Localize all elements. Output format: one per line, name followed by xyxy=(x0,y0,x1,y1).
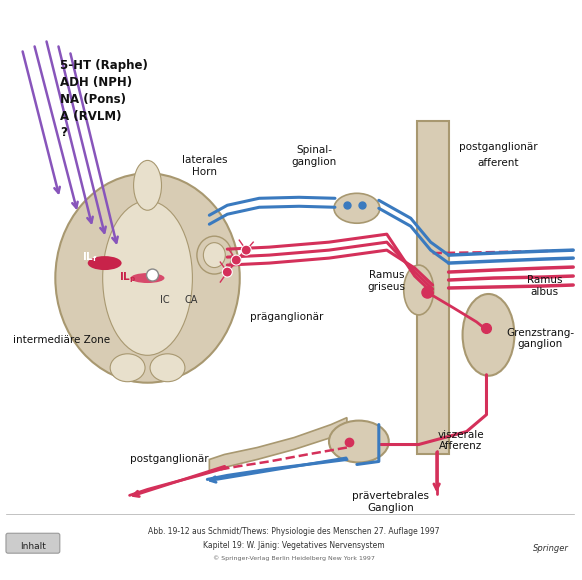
Circle shape xyxy=(222,267,232,277)
Ellipse shape xyxy=(329,420,389,462)
Text: präganglionär: präganglionär xyxy=(250,312,324,322)
Circle shape xyxy=(242,245,251,255)
Ellipse shape xyxy=(134,161,161,210)
Text: IC: IC xyxy=(159,295,169,305)
Text: © Springer-Verlag Berlin Heidelberg New York 1997: © Springer-Verlag Berlin Heidelberg New … xyxy=(213,555,375,561)
Text: A (RVLM): A (RVLM) xyxy=(60,110,121,122)
Text: viszerale
Afferenz: viszerale Afferenz xyxy=(437,430,484,451)
Text: afferent: afferent xyxy=(478,158,519,168)
FancyBboxPatch shape xyxy=(6,533,60,553)
Circle shape xyxy=(231,255,242,265)
Text: Spinal-
ganglion: Spinal- ganglion xyxy=(292,146,336,167)
Text: ?: ? xyxy=(60,126,67,139)
Ellipse shape xyxy=(334,193,380,223)
Ellipse shape xyxy=(404,265,434,315)
Text: Springer: Springer xyxy=(533,544,569,553)
Ellipse shape xyxy=(55,173,240,383)
Text: Grenzstrang-
ganglion: Grenzstrang- ganglion xyxy=(506,328,574,350)
Bar xyxy=(417,121,449,455)
Text: postganglionär: postganglionär xyxy=(459,143,538,153)
Ellipse shape xyxy=(463,294,514,376)
Text: Inhalt: Inhalt xyxy=(20,542,46,551)
Ellipse shape xyxy=(110,354,145,382)
Text: NA (Pons): NA (Pons) xyxy=(60,93,126,106)
Text: Ramus
griseus: Ramus griseus xyxy=(368,270,406,292)
Ellipse shape xyxy=(197,236,232,274)
Text: postganglionär: postganglionär xyxy=(130,455,209,465)
Text: Abb. 19-12 aus Schmidt/Thews: Physiologie des Menschen 27. Auflage 1997: Abb. 19-12 aus Schmidt/Thews: Physiologi… xyxy=(148,527,440,536)
Text: ADH (NPH): ADH (NPH) xyxy=(60,75,132,89)
Ellipse shape xyxy=(150,354,185,382)
Text: $\mathbf{IL_p}$: $\mathbf{IL_p}$ xyxy=(119,271,136,285)
Polygon shape xyxy=(210,418,347,472)
Text: Kapitel 19: W. Jänig: Vegetatives Nervensystem: Kapitel 19: W. Jänig: Vegetatives Nerven… xyxy=(203,541,385,550)
Text: laterales
Horn: laterales Horn xyxy=(182,155,227,177)
Ellipse shape xyxy=(102,201,193,356)
Text: $\mathbf{IL_f}$: $\mathbf{IL_f}$ xyxy=(82,250,98,264)
Text: intermediäre Zone: intermediäre Zone xyxy=(13,335,111,345)
Text: 5-HT (Raphe): 5-HT (Raphe) xyxy=(60,59,148,72)
Ellipse shape xyxy=(130,273,165,283)
Text: prävertebrales
Ganglion: prävertebrales Ganglion xyxy=(352,491,430,513)
Text: Ramus
albus: Ramus albus xyxy=(527,275,562,296)
Text: CA: CA xyxy=(184,295,198,305)
Ellipse shape xyxy=(88,256,122,270)
Ellipse shape xyxy=(203,242,225,267)
Circle shape xyxy=(147,269,158,281)
